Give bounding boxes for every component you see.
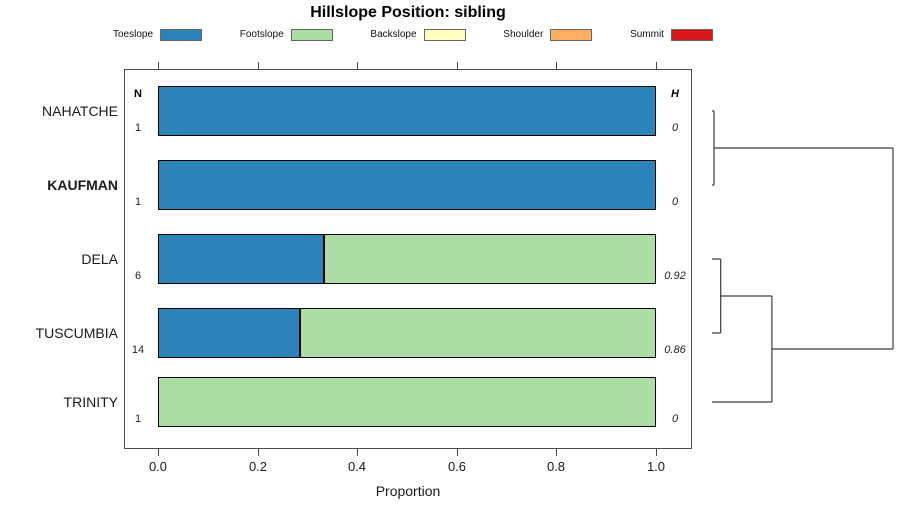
bar-segment-toeslope bbox=[158, 308, 300, 358]
legend-item-footslope: Footslope bbox=[240, 28, 333, 41]
x-tick-label: 1.0 bbox=[646, 459, 666, 474]
legend-swatch bbox=[160, 28, 203, 41]
x-tick-bottom bbox=[158, 449, 159, 456]
bar-row-tuscumbia bbox=[158, 308, 656, 358]
x-tick-top bbox=[556, 62, 557, 69]
bar-segment-toeslope bbox=[158, 86, 656, 136]
x-tick-label: 0.0 bbox=[148, 459, 168, 474]
bar-row-nahatche bbox=[158, 86, 656, 136]
bar-row-dela bbox=[158, 234, 656, 284]
legend-item-shoulder: Shoulder bbox=[503, 28, 593, 41]
legend-item-toeslope: Toeslope bbox=[113, 28, 203, 41]
legend-item-backslope: Backslope bbox=[370, 28, 466, 41]
bar-segment-footslope bbox=[158, 377, 656, 427]
x-tick-label: 0.2 bbox=[248, 459, 268, 474]
bar-segment-footslope bbox=[324, 234, 656, 284]
x-axis-title: Proportion bbox=[375, 483, 441, 499]
legend-label: Backslope bbox=[370, 29, 417, 40]
h-value-tuscumbia: 0.86 bbox=[664, 344, 686, 356]
x-tick-top bbox=[457, 62, 458, 69]
x-tick-label: 0.6 bbox=[447, 459, 467, 474]
n-value-kaufman: 1 bbox=[134, 196, 142, 208]
bar-segment-footslope bbox=[300, 308, 656, 358]
h-column-header: H bbox=[671, 88, 679, 100]
bar-segment-toeslope bbox=[158, 160, 656, 210]
bar-row-trinity bbox=[158, 377, 656, 427]
n-column-header: N bbox=[134, 88, 142, 100]
x-tick-top bbox=[656, 62, 657, 69]
h-value-kaufman: 0 bbox=[671, 196, 679, 208]
row-label-nahatche: NAHATCHE bbox=[42, 103, 118, 119]
row-label-kaufman: KAUFMAN bbox=[47, 177, 118, 193]
legend-swatch bbox=[423, 28, 466, 41]
x-tick-label: 0.4 bbox=[347, 459, 367, 474]
x-tick-bottom bbox=[357, 449, 358, 456]
x-tick-bottom bbox=[457, 449, 458, 456]
legend-label: Summit bbox=[630, 29, 664, 40]
row-label-tuscumbia: TUSCUMBIA bbox=[35, 325, 118, 341]
legend: Toeslope Footslope Backslope Shoulder Summit bbox=[113, 27, 713, 42]
chart-title: Hillslope Position: sibling bbox=[310, 4, 506, 21]
legend-item-summit: Summit bbox=[630, 28, 713, 41]
legend-label: Shoulder bbox=[503, 29, 544, 40]
h-value-trinity: 0 bbox=[671, 413, 679, 425]
x-tick-top bbox=[357, 62, 358, 69]
x-tick-bottom bbox=[258, 449, 259, 456]
legend-label: Footslope bbox=[239, 29, 284, 40]
n-value-tuscumbia: 14 bbox=[131, 344, 145, 356]
h-value-nahatche: 0 bbox=[671, 122, 679, 134]
bar-row-kaufman bbox=[158, 160, 656, 210]
legend-swatch bbox=[290, 28, 333, 41]
x-tick-top bbox=[158, 62, 159, 69]
bar-segment-toeslope bbox=[158, 234, 324, 284]
x-tick-bottom bbox=[656, 449, 657, 456]
x-tick-label: 0.8 bbox=[546, 459, 566, 474]
x-tick-top bbox=[258, 62, 259, 69]
legend-swatch bbox=[670, 28, 713, 41]
legend-label: Toeslope bbox=[113, 29, 154, 40]
row-label-trinity: TRINITY bbox=[63, 394, 118, 410]
n-value-trinity: 1 bbox=[134, 413, 142, 425]
h-value-dela: 0.92 bbox=[664, 270, 686, 282]
row-label-dela: DELA bbox=[81, 251, 118, 267]
x-tick-bottom bbox=[556, 449, 557, 456]
n-value-dela: 6 bbox=[134, 270, 142, 282]
n-value-nahatche: 1 bbox=[134, 122, 142, 134]
legend-swatch bbox=[550, 28, 593, 41]
